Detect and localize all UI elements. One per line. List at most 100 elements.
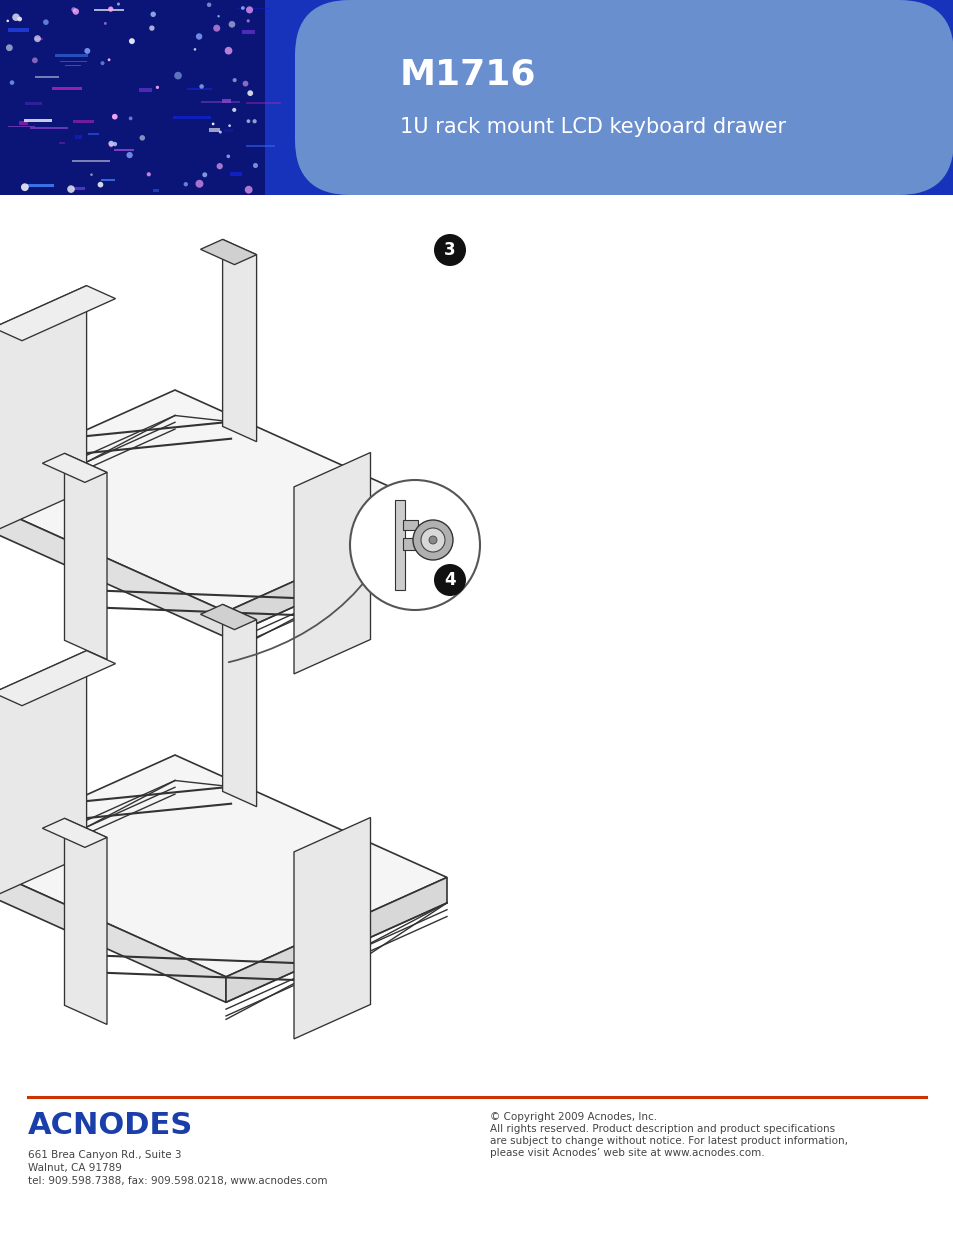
- Text: © Copyright 2009 Acnodes, Inc.: © Copyright 2009 Acnodes, Inc.: [490, 1112, 657, 1123]
- Polygon shape: [42, 453, 107, 483]
- Circle shape: [43, 20, 49, 25]
- Circle shape: [413, 520, 453, 559]
- Circle shape: [217, 15, 219, 17]
- Circle shape: [129, 38, 134, 44]
- Bar: [30, 127, 68, 128]
- Circle shape: [6, 44, 12, 51]
- Bar: [172, 116, 211, 119]
- Polygon shape: [200, 604, 256, 630]
- Circle shape: [149, 26, 154, 31]
- Text: Walnut, CA 91789: Walnut, CA 91789: [28, 1163, 122, 1173]
- FancyBboxPatch shape: [294, 0, 953, 195]
- Bar: [114, 148, 133, 151]
- Circle shape: [241, 6, 245, 10]
- Bar: [73, 120, 94, 124]
- Circle shape: [228, 125, 231, 127]
- Bar: [101, 179, 114, 180]
- Bar: [242, 30, 254, 35]
- Bar: [224, 130, 233, 132]
- Circle shape: [218, 131, 222, 133]
- Bar: [200, 100, 240, 104]
- Circle shape: [242, 80, 248, 86]
- Bar: [35, 75, 59, 78]
- Circle shape: [71, 7, 76, 12]
- Text: ACNODES: ACNODES: [28, 1110, 193, 1140]
- Circle shape: [127, 152, 132, 158]
- Bar: [0, 0, 265, 195]
- Polygon shape: [226, 513, 447, 637]
- Circle shape: [109, 141, 114, 147]
- Circle shape: [12, 14, 20, 21]
- Circle shape: [253, 163, 257, 168]
- Polygon shape: [65, 453, 107, 659]
- Circle shape: [213, 25, 220, 32]
- Circle shape: [233, 78, 236, 83]
- Bar: [24, 119, 52, 122]
- Polygon shape: [0, 285, 115, 341]
- Circle shape: [195, 33, 202, 40]
- Text: 1U rack mount LCD keyboard drawer: 1U rack mount LCD keyboard drawer: [399, 117, 785, 137]
- Polygon shape: [226, 877, 447, 1003]
- Circle shape: [104, 22, 107, 25]
- Circle shape: [174, 72, 182, 79]
- Circle shape: [434, 564, 465, 597]
- Polygon shape: [0, 651, 115, 705]
- Circle shape: [84, 48, 91, 54]
- Circle shape: [195, 180, 203, 188]
- Circle shape: [420, 529, 444, 552]
- Bar: [246, 103, 280, 104]
- Bar: [221, 99, 231, 103]
- Circle shape: [97, 182, 103, 188]
- Polygon shape: [65, 819, 107, 1025]
- Circle shape: [100, 62, 105, 65]
- Circle shape: [147, 172, 151, 177]
- Bar: [209, 128, 220, 132]
- Circle shape: [10, 80, 14, 85]
- Circle shape: [246, 120, 250, 124]
- Circle shape: [7, 20, 9, 22]
- Text: please visit Acnodes’ web site at www.acnodes.com.: please visit Acnodes’ web site at www.ac…: [490, 1149, 763, 1158]
- Circle shape: [212, 122, 214, 125]
- Circle shape: [108, 6, 113, 12]
- Text: are subject to change without notice. For latest product information,: are subject to change without notice. Fo…: [490, 1136, 847, 1146]
- Circle shape: [246, 6, 253, 14]
- Circle shape: [91, 173, 92, 175]
- Bar: [72, 161, 110, 162]
- Text: 3: 3: [444, 241, 456, 259]
- Circle shape: [109, 143, 113, 147]
- Polygon shape: [0, 285, 87, 532]
- Bar: [9, 126, 35, 127]
- Text: tel: 909.598.7388, fax: 909.598.0218, www.acnodes.com: tel: 909.598.7388, fax: 909.598.0218, ww…: [28, 1176, 327, 1186]
- Circle shape: [350, 480, 479, 610]
- Polygon shape: [0, 390, 447, 611]
- Circle shape: [21, 183, 29, 191]
- Polygon shape: [294, 818, 370, 1039]
- Bar: [93, 9, 124, 11]
- Bar: [18, 121, 28, 125]
- Circle shape: [229, 21, 235, 27]
- Circle shape: [17, 17, 22, 21]
- Circle shape: [232, 107, 236, 112]
- Circle shape: [183, 182, 188, 186]
- Circle shape: [32, 58, 38, 63]
- Bar: [88, 132, 99, 135]
- Circle shape: [226, 154, 230, 158]
- Circle shape: [151, 11, 155, 17]
- Bar: [187, 88, 213, 90]
- Bar: [231, 172, 242, 177]
- Bar: [138, 88, 152, 91]
- Text: All rights reserved. Product description and product specifications: All rights reserved. Product description…: [490, 1124, 834, 1134]
- Polygon shape: [0, 755, 447, 977]
- Circle shape: [112, 142, 117, 146]
- Bar: [52, 86, 82, 90]
- Polygon shape: [0, 651, 87, 897]
- Circle shape: [199, 84, 204, 89]
- Circle shape: [117, 2, 120, 6]
- Circle shape: [139, 135, 145, 141]
- Text: M1716: M1716: [399, 57, 536, 91]
- Circle shape: [434, 233, 465, 266]
- Polygon shape: [294, 452, 370, 674]
- Bar: [152, 189, 158, 191]
- Polygon shape: [42, 819, 107, 847]
- Circle shape: [207, 2, 212, 7]
